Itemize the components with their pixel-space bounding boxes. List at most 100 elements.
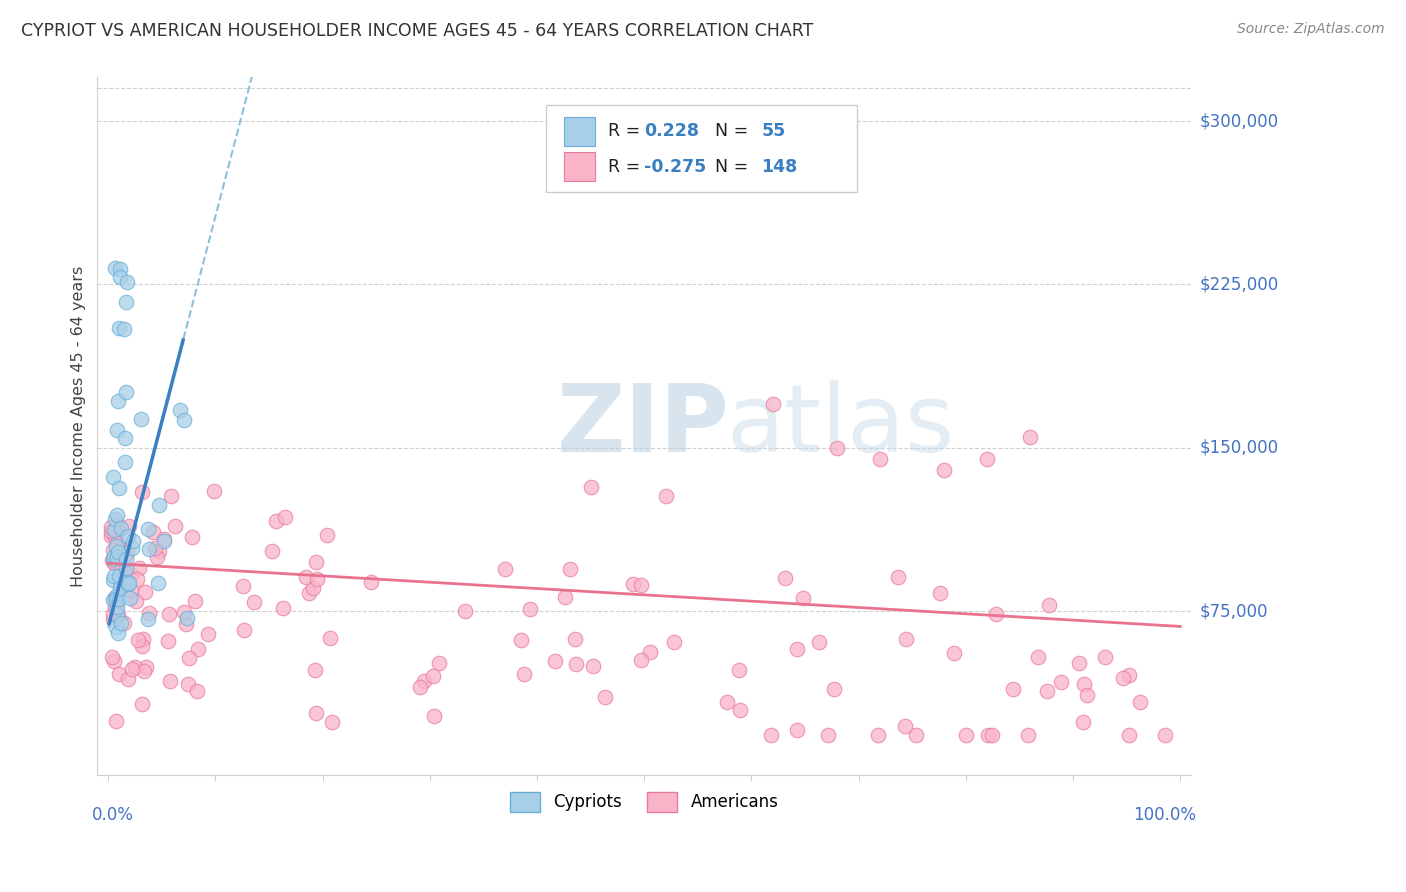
Point (115, 546, 138, 560)
Point (138, 612, 160, 626)
Y-axis label: Householder Income Ages 45 - 64 years: Householder Income Ages 45 - 64 years (72, 266, 86, 587)
Text: atlas: atlas (725, 380, 955, 472)
Point (118, 519, 141, 533)
Point (117, 529, 139, 543)
Point (108, 262, 131, 277)
Point (124, 659, 146, 673)
Bar (564, 117, 595, 146)
Bar (564, 152, 595, 181)
Point (1026, 650, 1049, 665)
Point (112, 568, 135, 582)
Point (730, 702, 752, 716)
Point (869, 451, 891, 466)
Point (110, 579, 132, 593)
Point (101, 551, 124, 566)
Point (866, 728, 889, 742)
Point (984, 607, 1007, 621)
Point (1019, 430, 1042, 444)
Point (111, 573, 134, 587)
Point (111, 558, 134, 573)
Point (134, 664, 156, 678)
Text: 0.228: 0.228 (644, 122, 699, 140)
Point (107, 538, 129, 552)
Point (630, 653, 652, 667)
Point (138, 606, 160, 620)
Point (146, 549, 169, 564)
Point (107, 545, 129, 559)
Point (593, 690, 616, 705)
Point (110, 579, 132, 593)
Point (134, 585, 156, 599)
Point (565, 657, 588, 672)
Point (107, 525, 129, 540)
Point (103, 557, 125, 571)
Point (786, 641, 808, 656)
Point (120, 568, 142, 582)
Text: $75,000: $75,000 (1199, 602, 1268, 620)
Point (887, 570, 910, 584)
Point (103, 655, 125, 669)
Point (127, 632, 149, 647)
Point (654, 489, 676, 503)
Point (105, 423, 128, 437)
Point (120, 583, 142, 598)
Point (131, 697, 153, 711)
Point (173, 605, 195, 619)
Point (977, 728, 1000, 742)
Point (107, 517, 129, 532)
Point (360, 575, 382, 590)
Point (115, 561, 138, 575)
Point (786, 723, 808, 737)
Point (112, 543, 135, 558)
Text: CYPRIOT VS AMERICAN HOUSEHOLDER INCOME AGES 45 - 64 YEARS CORRELATION CHART: CYPRIOT VS AMERICAN HOUSEHOLDER INCOME A… (21, 22, 814, 40)
Point (174, 617, 197, 632)
Point (1112, 671, 1135, 685)
Point (157, 634, 180, 648)
Point (101, 607, 124, 622)
Point (808, 635, 831, 649)
Point (103, 591, 125, 606)
Point (180, 530, 202, 544)
Point (100, 524, 122, 539)
Point (110, 521, 132, 535)
Text: N =: N = (704, 122, 754, 140)
FancyBboxPatch shape (546, 105, 858, 193)
Point (101, 573, 124, 587)
Point (131, 485, 153, 500)
Point (305, 706, 328, 721)
Point (319, 631, 342, 645)
Point (105, 600, 128, 615)
Point (103, 549, 125, 563)
Point (136, 522, 159, 536)
Text: $150,000: $150,000 (1199, 439, 1278, 457)
Point (118, 575, 141, 590)
Point (115, 385, 138, 400)
Point (112, 615, 135, 630)
Point (160, 489, 183, 503)
Point (148, 544, 170, 558)
Point (621, 577, 644, 591)
Point (202, 483, 225, 498)
Point (103, 528, 125, 542)
Text: R =: R = (607, 158, 645, 176)
Point (117, 275, 139, 289)
Point (638, 645, 661, 659)
Text: 55: 55 (761, 122, 786, 140)
Point (108, 592, 131, 607)
Point (114, 549, 136, 563)
Point (934, 462, 956, 476)
Point (1076, 688, 1098, 702)
Point (177, 651, 200, 665)
Point (1094, 650, 1116, 665)
Point (1073, 677, 1095, 691)
Point (111, 559, 134, 574)
Point (132, 632, 155, 647)
Point (105, 592, 128, 607)
Point (117, 577, 139, 591)
Point (129, 412, 152, 426)
Point (564, 632, 586, 646)
Point (1073, 714, 1095, 729)
Point (408, 681, 430, 695)
Point (135, 660, 157, 674)
Point (107, 607, 129, 622)
